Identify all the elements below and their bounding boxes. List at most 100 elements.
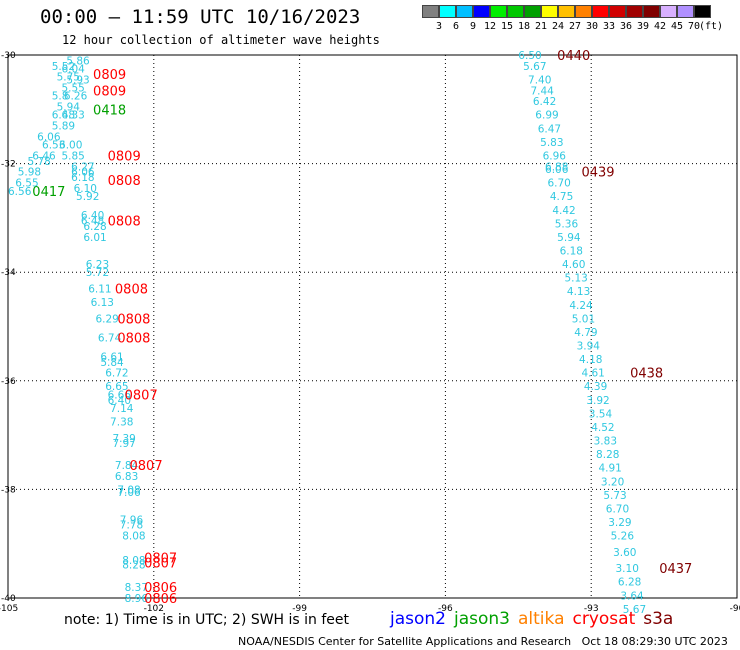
x-tick-label: -96 xyxy=(438,604,453,614)
wave-height-value: 6.18 xyxy=(71,172,94,184)
pass-time-label: 0807 xyxy=(144,557,177,572)
satellite-name: s3a xyxy=(643,609,674,629)
legend-label: 6 xyxy=(452,21,460,32)
y-tick-label: -36 xyxy=(1,377,16,387)
wave-height-value: 6.56 xyxy=(8,186,32,198)
pass-time-label: 0808 xyxy=(108,174,141,189)
page-subtitle: 12 hour collection of altimeter wave hei… xyxy=(62,33,380,47)
wave-height-value: 5.86 xyxy=(66,55,90,67)
pass-time-label: 0417 xyxy=(32,185,65,200)
pass-time-label: 0807 xyxy=(125,388,158,403)
wave-height-value: 4.24 xyxy=(569,300,593,312)
wave-height-value: 6.48 xyxy=(81,216,104,228)
wave-height-value: 5.8 xyxy=(52,91,69,103)
wave-height-value: 3.94 xyxy=(577,341,601,353)
wave-height-value: 8.37 xyxy=(125,582,148,594)
legend-label: 45 xyxy=(670,21,684,32)
wave-height-value: 5.85 xyxy=(61,150,84,162)
wave-height-value: 3.83 xyxy=(594,436,617,448)
wave-height-value: 7.38 xyxy=(110,417,133,429)
wave-height-value: 5.01 xyxy=(572,313,595,325)
wave-height-value: 3.54 xyxy=(589,408,613,420)
wave-height-value: 6.42 xyxy=(533,96,556,108)
wave-height-value: 6.40 xyxy=(108,395,131,407)
legend-swatch xyxy=(575,5,592,18)
legend-label: 36 xyxy=(619,21,633,32)
pass-time-label: 0440 xyxy=(557,49,590,64)
color-scale-legend xyxy=(422,5,711,18)
y-tick-label: -30 xyxy=(1,51,16,61)
legend-swatch xyxy=(609,5,626,18)
y-tick-label: -40 xyxy=(1,594,16,604)
wave-height-value: 5.55 xyxy=(61,83,84,95)
pass-time-label: 0809 xyxy=(93,84,126,99)
pass-time-label: 0807 xyxy=(130,459,163,474)
legend-swatch xyxy=(524,5,541,18)
wave-height-value: 7.40 xyxy=(528,74,551,86)
pass-time-label: 0809 xyxy=(93,68,126,83)
wave-height-value: 6.70 xyxy=(606,503,629,515)
wave-height-value: 4.52 xyxy=(591,422,614,434)
satellite-name: jason3 xyxy=(454,609,510,629)
pass-time-label: 0806 xyxy=(144,581,177,596)
wave-height-value: 5.93 xyxy=(66,74,89,86)
wave-height-value: 5.36 xyxy=(555,218,579,230)
wave-height-value: 4.60 xyxy=(562,259,585,271)
legend-swatch xyxy=(473,5,490,18)
wave-height-value: 4.91 xyxy=(598,463,621,475)
wave-height-value: 3.92 xyxy=(586,395,609,407)
wave-height-value: 6.48 xyxy=(52,110,75,122)
wave-height-value: 6.06 xyxy=(71,167,95,179)
wave-height-value: 6.01 xyxy=(83,232,106,244)
pass-time-label: 0809 xyxy=(108,149,141,164)
wave-height-value: 5.98 xyxy=(18,167,41,179)
wave-height-value: 6.50 xyxy=(518,50,541,62)
wave-height-value: 5.13 xyxy=(564,273,587,285)
wave-height-value: 4.75 xyxy=(550,191,573,203)
satellite-legend: jason2 jason3 altika cryosat s3a xyxy=(390,609,681,629)
page-title: 00:00 – 11:59 UTC 10/16/2023 xyxy=(40,6,361,28)
wave-height-value: 4.61 xyxy=(581,368,604,380)
wave-height-value: 7.06 xyxy=(117,487,141,499)
wave-height-value: 3.64 xyxy=(620,590,644,602)
wave-height-value: 4.39 xyxy=(584,381,607,393)
wave-height-value: 6.33 xyxy=(61,110,84,122)
wave-height-value: 4.18 xyxy=(579,354,602,366)
wave-height-value: 6.88 xyxy=(545,161,568,173)
wave-height-value: 6.83 xyxy=(115,471,138,483)
wave-height-value: 6.74 xyxy=(98,332,122,344)
pass-time-label: 0806 xyxy=(144,592,177,607)
satellite-name: jason2 xyxy=(390,609,446,629)
pass-time-label: 0418 xyxy=(93,103,126,118)
wave-height-value: 6.06 xyxy=(545,164,569,176)
wave-height-value: 6.10 xyxy=(74,183,97,195)
pass-time-label: 0438 xyxy=(630,367,663,382)
wave-height-value: 5.92 xyxy=(76,191,99,203)
legend-swatch xyxy=(592,5,609,18)
y-tick-label: -38 xyxy=(1,485,16,495)
legend-swatch xyxy=(643,5,660,18)
pass-time-label: 0808 xyxy=(108,215,141,230)
wave-height-value: 3.29 xyxy=(608,517,631,529)
pass-time-label: 0437 xyxy=(659,562,692,577)
legend-swatch xyxy=(490,5,507,18)
wave-height-value: 6.65 xyxy=(105,381,128,393)
wave-height-value: 4.79 xyxy=(574,327,597,339)
wave-height-value: 6.70 xyxy=(547,178,570,190)
legend-label: 39 xyxy=(636,21,650,32)
wave-height-value: 8.28 xyxy=(122,559,145,571)
legend-label: 30 xyxy=(585,21,599,32)
wave-height-value: 7.84 xyxy=(115,460,139,472)
legend-swatch xyxy=(677,5,694,18)
legend-swatch xyxy=(558,5,575,18)
wave-height-value: 5.75 xyxy=(57,72,80,84)
y-tick-label: -34 xyxy=(1,268,16,278)
x-tick-label: -102 xyxy=(144,604,164,614)
legend-label: 24 xyxy=(551,21,565,32)
wave-height-value: 6.66 xyxy=(108,389,132,401)
legend-label: (ft) xyxy=(699,21,724,32)
legend-swatch xyxy=(694,5,711,18)
legend-swatch xyxy=(507,5,524,18)
wave-height-value: 7.96 xyxy=(120,514,144,526)
wave-height-value: 5.67 xyxy=(623,604,646,616)
